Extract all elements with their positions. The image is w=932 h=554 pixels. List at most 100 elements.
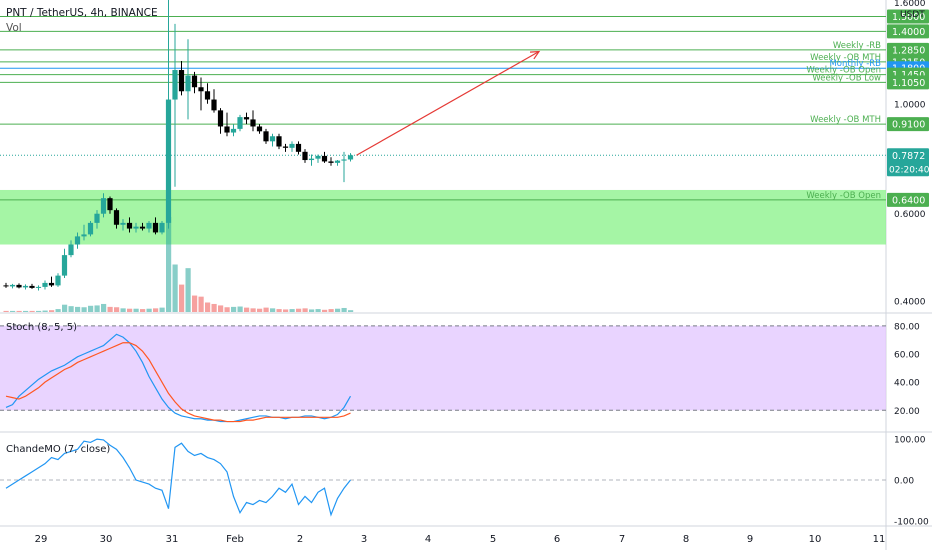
candle-body — [211, 99, 217, 111]
candle-body — [16, 284, 22, 288]
volume-bar — [302, 308, 308, 312]
volume-bar — [23, 310, 29, 312]
volume-bar — [315, 309, 321, 312]
candle-body — [191, 75, 198, 88]
price-tag-text: 0.6400 — [892, 195, 925, 206]
candle-body — [243, 117, 250, 120]
candle-body — [61, 255, 68, 276]
candle-body — [334, 160, 341, 163]
cmo-axis-tick: 100.00 — [894, 436, 926, 446]
candle-body — [107, 198, 113, 211]
volume-bar — [133, 308, 139, 312]
stoch-title: Stoch (8, 5, 5) — [6, 322, 77, 333]
price-tag — [887, 42, 929, 57]
volume-bar — [348, 310, 354, 312]
price-tag-text: 1.5000 — [892, 12, 925, 23]
candle-body — [237, 117, 243, 129]
volume-bar — [140, 309, 146, 312]
time-axis-tick: 6 — [554, 534, 560, 545]
candle-body — [22, 285, 29, 288]
candle-body — [263, 131, 269, 142]
level-label: Weekly -OB MTH — [810, 53, 881, 63]
time-axis-tick: Feb — [226, 534, 244, 545]
cmo-line — [5, 438, 351, 517]
candle-body — [269, 136, 276, 142]
candle-body — [3, 285, 9, 287]
volume-bar — [55, 309, 61, 312]
candle-body — [321, 155, 328, 162]
level-label: Monthly -RB — [829, 59, 881, 69]
cmo-title: ChandeMO (7, close) — [6, 444, 110, 455]
price-axis-tick: 1.0000 — [894, 100, 926, 110]
volume-bar — [205, 302, 211, 312]
volume-bar — [107, 306, 113, 312]
candle-body — [224, 126, 230, 133]
candle-body — [217, 110, 224, 127]
price-tag — [887, 75, 929, 90]
demand-zone — [0, 189, 886, 245]
volume-bar — [322, 309, 328, 312]
stoch-axis-tick: 20.00 — [894, 407, 920, 417]
cmo-axis-tick: 0.00 — [894, 477, 914, 487]
stoch-axis-tick: 60.00 — [894, 351, 920, 361]
volume-bar — [309, 309, 315, 312]
volume-bar — [16, 310, 22, 312]
time-axis-tick: 29 — [35, 534, 48, 545]
price-tag — [887, 9, 929, 24]
volume-bar — [283, 309, 289, 312]
stoch-d-line — [5, 342, 351, 423]
time-axis-tick: 5 — [490, 534, 496, 545]
current-price-text: 0.7872 — [892, 151, 925, 162]
stoch-axis-tick: 80.00 — [894, 322, 920, 332]
projection-arrow — [356, 51, 540, 156]
volume-bar — [49, 310, 55, 312]
volume-bar — [159, 307, 165, 312]
volume-bar — [3, 310, 9, 312]
candle-body — [48, 282, 55, 286]
volume-bar — [250, 308, 256, 312]
candle-body — [133, 226, 139, 229]
candle-body — [152, 222, 159, 233]
volume-bar — [270, 308, 276, 312]
candle-body — [256, 126, 263, 132]
volume-bar — [179, 284, 185, 312]
volume-bar — [88, 305, 94, 312]
bar-countdown: 02:20:40 — [889, 165, 930, 175]
volume-bar — [127, 308, 133, 312]
volume-bar — [153, 308, 159, 312]
candle-body — [347, 155, 354, 160]
time-axis-tick: 4 — [425, 534, 431, 545]
candle-body — [139, 226, 146, 229]
candle-body — [9, 284, 16, 287]
volume-bar — [276, 309, 282, 312]
candle-body — [35, 286, 42, 288]
volume-bar — [172, 264, 178, 312]
volume-bar — [42, 310, 48, 312]
price-tag — [887, 24, 929, 39]
candle-body — [198, 87, 204, 92]
symbol-title: PNT / TetherUS, 4h, BINANCE — [6, 7, 158, 19]
price-tag-text: 1.2850 — [892, 45, 925, 56]
volume-bar — [289, 309, 295, 312]
currency-label: USDT — [900, 10, 925, 20]
time-axis-tick: 8 — [683, 534, 689, 545]
time-axis-tick: 11 — [873, 534, 886, 545]
volume-bar — [231, 306, 237, 312]
candle-body — [302, 151, 308, 161]
price-tag-text: 0.9100 — [892, 120, 925, 131]
time-axis-tick: 2 — [297, 534, 303, 545]
price-tag-text: 1.1050 — [892, 78, 925, 89]
candle-body — [328, 161, 334, 163]
time-axis-tick: 7 — [619, 534, 625, 545]
candle-body — [295, 143, 302, 152]
price-tag — [887, 117, 929, 132]
volume-bar — [114, 307, 120, 312]
stoch-band — [0, 325, 886, 411]
candle-body — [250, 119, 256, 127]
candle-body — [276, 136, 282, 147]
volume-label: Vol — [6, 22, 22, 34]
time-axis-tick: 10 — [809, 534, 822, 545]
volume-bar — [166, 217, 172, 312]
